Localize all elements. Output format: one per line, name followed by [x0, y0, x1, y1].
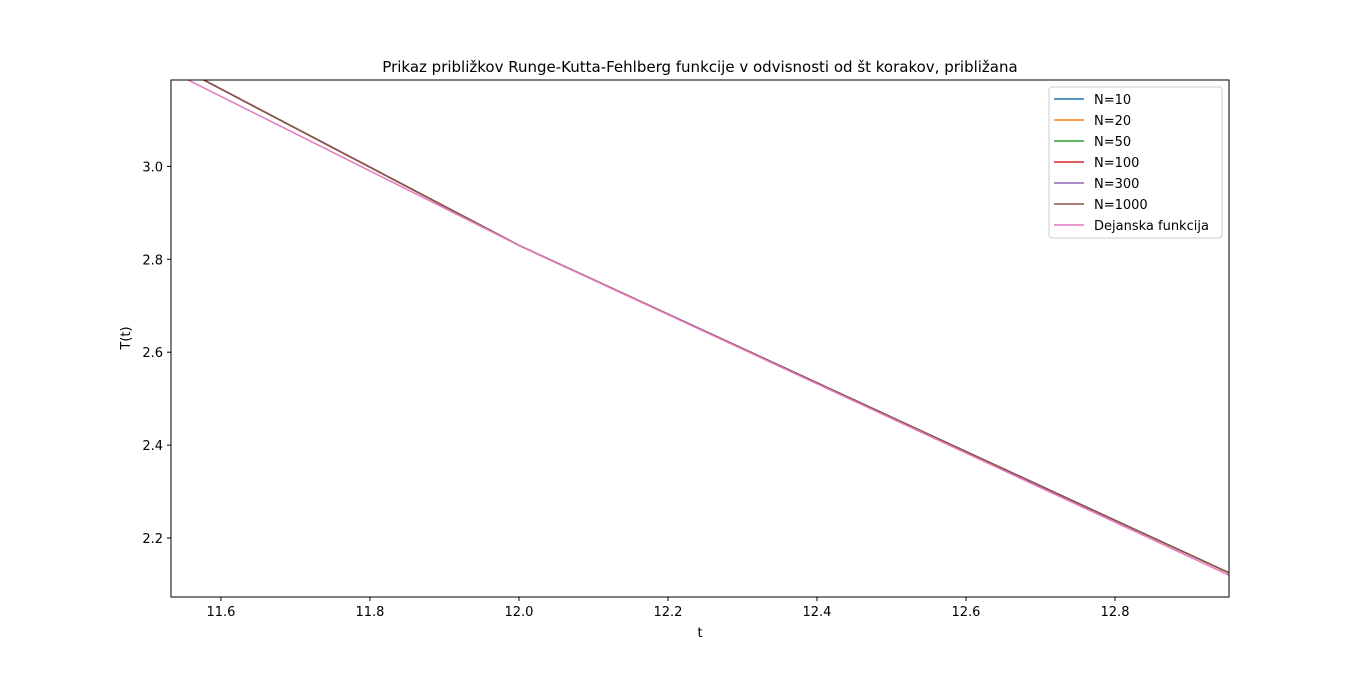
x-tick-label-4: 12.4 [802, 605, 831, 620]
x-tick-label-6: 12.8 [1101, 605, 1130, 620]
x-tick-label-2: 12.0 [504, 605, 533, 620]
x-axis-label: t [697, 626, 702, 641]
legend-label-4: N=300 [1094, 177, 1139, 192]
chart-title: Prikaz približkov Runge-Kutta-Fehlberg f… [382, 58, 1017, 76]
y-axis-label: T(t) [119, 326, 134, 350]
legend-box [1048, 86, 1223, 239]
y-axis-ticks: 2.2 2.4 2.6 2.8 3.0 [142, 160, 171, 547]
x-tick-label-3: 12.2 [653, 605, 682, 620]
x-tick-label-5: 12.6 [952, 605, 981, 620]
legend: N=10 N=20 N=50 N=100 N=300 N=1000 Dejanska fun… [1048, 86, 1223, 239]
series-line-6 [187, 80, 1229, 576]
y-tick-label-4: 3.0 [142, 160, 163, 175]
legend-label-2: N=50 [1094, 135, 1131, 150]
y-tick-label-1: 2.4 [142, 439, 163, 454]
axes-frame [170, 79, 1230, 598]
legend-label-3: N=100 [1094, 156, 1139, 171]
legend-items: N=10 N=20 N=50 N=100 N=300 N=1000 Dejanska fun… [1054, 93, 1209, 234]
legend-label-5: N=1000 [1094, 198, 1148, 213]
x-tick-label-0: 11.6 [206, 605, 235, 620]
y-tick-label-0: 2.2 [142, 532, 163, 547]
x-axis-ticks: 11.6 11.8 12.0 12.2 12.4 12.6 12.8 [206, 597, 1129, 620]
y-tick-label-3: 2.8 [142, 253, 163, 268]
series-layer [187, 80, 1229, 576]
legend-label-0: N=10 [1094, 93, 1131, 108]
legend-label-1: N=20 [1094, 114, 1131, 129]
legend-label-6: Dejanska funkcija [1094, 219, 1209, 234]
x-tick-label-1: 11.8 [355, 605, 384, 620]
y-tick-label-2: 2.6 [142, 346, 163, 361]
